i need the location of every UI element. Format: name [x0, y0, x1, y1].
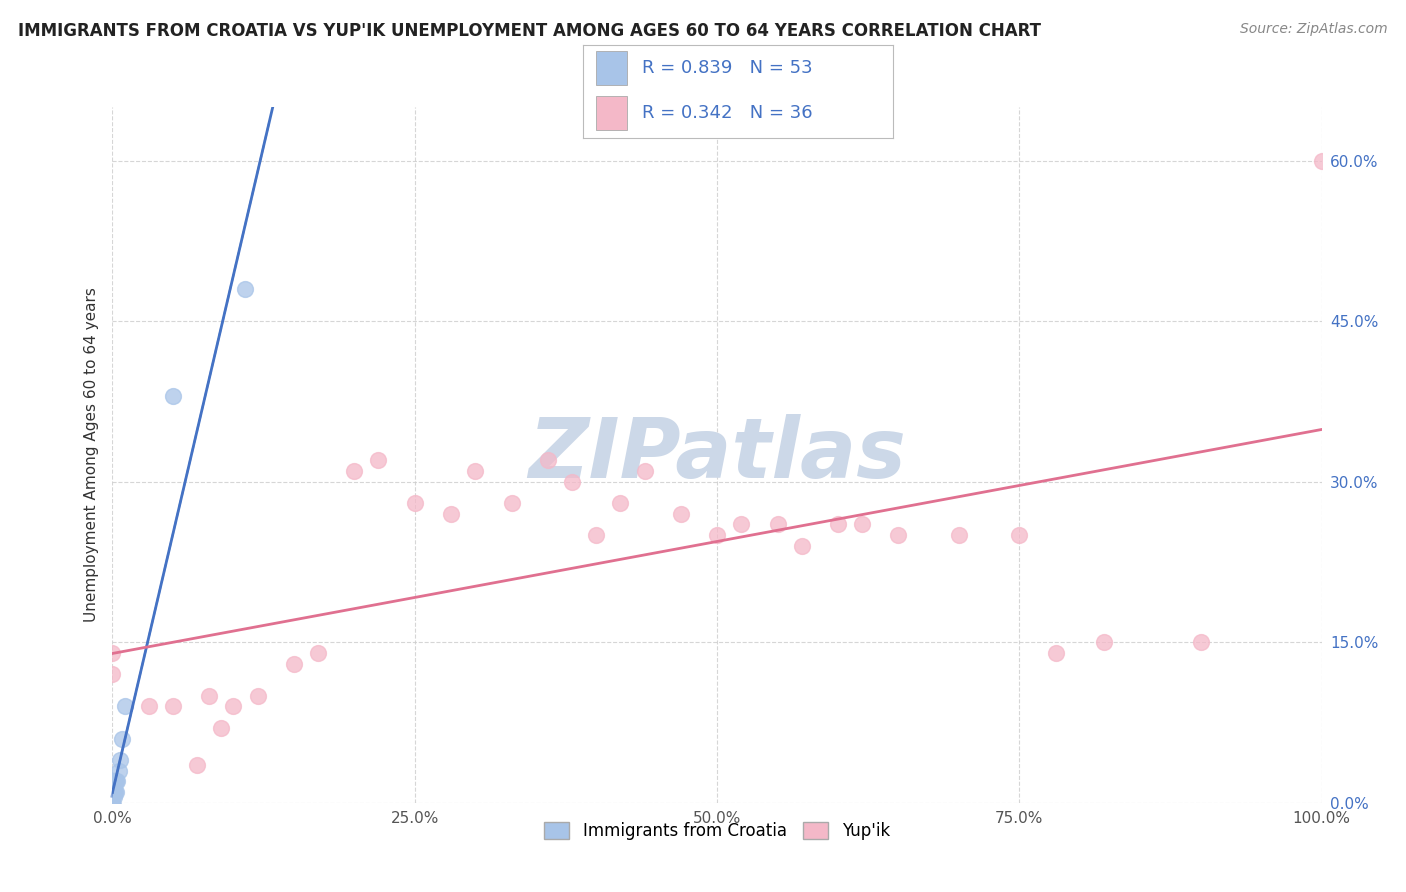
Point [367, 453, 389, 467]
Point [283, 657, 305, 671]
Point [186, 758, 208, 772]
Point [101, 796, 124, 810]
Point [101, 774, 124, 789]
Point [343, 464, 366, 478]
Point [101, 774, 124, 789]
Point [101, 774, 124, 789]
Point [111, 731, 134, 746]
Point [101, 785, 124, 799]
Point [440, 507, 463, 521]
Point [162, 699, 184, 714]
Text: R = 0.342   N = 36: R = 0.342 N = 36 [643, 104, 813, 122]
Point [108, 753, 131, 767]
Point [101, 796, 124, 810]
Point [609, 496, 631, 510]
Point [105, 774, 128, 789]
Point [561, 475, 583, 489]
Point [827, 517, 849, 532]
Point [669, 507, 692, 521]
Point [101, 785, 124, 799]
Legend: Immigrants from Croatia, Yup'ik: Immigrants from Croatia, Yup'ik [537, 815, 897, 847]
Point [101, 796, 124, 810]
FancyBboxPatch shape [596, 51, 627, 85]
Point [101, 667, 124, 681]
Point [706, 528, 728, 542]
Point [103, 774, 125, 789]
Point [101, 774, 124, 789]
Point [101, 774, 124, 789]
Point [198, 689, 221, 703]
Point [246, 689, 269, 703]
Text: ZIPatlas: ZIPatlas [529, 415, 905, 495]
FancyBboxPatch shape [596, 96, 627, 130]
Point [103, 785, 125, 799]
Point [101, 646, 124, 660]
Point [101, 796, 124, 810]
Point [101, 785, 124, 799]
Point [114, 699, 136, 714]
Text: Source: ZipAtlas.com: Source: ZipAtlas.com [1240, 22, 1388, 37]
Point [404, 496, 426, 510]
Point [101, 796, 124, 810]
Y-axis label: Unemployment Among Ages 60 to 64 years: Unemployment Among Ages 60 to 64 years [83, 287, 98, 623]
Point [887, 528, 910, 542]
Point [101, 780, 124, 794]
Point [138, 699, 160, 714]
Point [209, 721, 232, 735]
Point [101, 790, 124, 805]
Point [501, 496, 523, 510]
Point [222, 699, 245, 714]
Point [101, 780, 124, 794]
Point [105, 774, 128, 789]
Point [101, 785, 124, 799]
Point [464, 464, 486, 478]
Point [101, 785, 124, 799]
Point [103, 785, 125, 799]
Point [585, 528, 607, 542]
Point [1189, 635, 1212, 649]
Point [101, 796, 124, 810]
Point [105, 785, 128, 799]
Point [101, 796, 124, 810]
Point [730, 517, 752, 532]
Point [948, 528, 970, 542]
Point [101, 785, 124, 799]
Point [104, 774, 127, 789]
Point [101, 796, 124, 810]
Point [162, 389, 184, 403]
Text: R = 0.839   N = 53: R = 0.839 N = 53 [643, 59, 813, 77]
Point [101, 785, 124, 799]
Point [103, 790, 125, 805]
Point [101, 796, 124, 810]
Text: IMMIGRANTS FROM CROATIA VS YUP'IK UNEMPLOYMENT AMONG AGES 60 TO 64 YEARS CORRELA: IMMIGRANTS FROM CROATIA VS YUP'IK UNEMPL… [18, 22, 1042, 40]
Point [766, 517, 789, 532]
Point [101, 785, 124, 799]
Point [101, 774, 124, 789]
Point [101, 785, 124, 799]
Point [101, 785, 124, 799]
Point [307, 646, 329, 660]
Point [1045, 646, 1067, 660]
Point [633, 464, 655, 478]
Point [101, 796, 124, 810]
Point [101, 796, 124, 810]
Point [790, 539, 813, 553]
Point [101, 774, 124, 789]
Point [107, 764, 129, 778]
Point [101, 785, 124, 799]
Point [101, 785, 124, 799]
Point [235, 282, 257, 296]
Point [1008, 528, 1031, 542]
Point [1092, 635, 1115, 649]
Point [1310, 153, 1333, 168]
Point [101, 790, 124, 805]
Point [101, 785, 124, 799]
Point [101, 796, 124, 810]
Point [101, 796, 124, 810]
Point [101, 796, 124, 810]
Point [104, 785, 127, 799]
Point [851, 517, 873, 532]
Point [537, 453, 560, 467]
